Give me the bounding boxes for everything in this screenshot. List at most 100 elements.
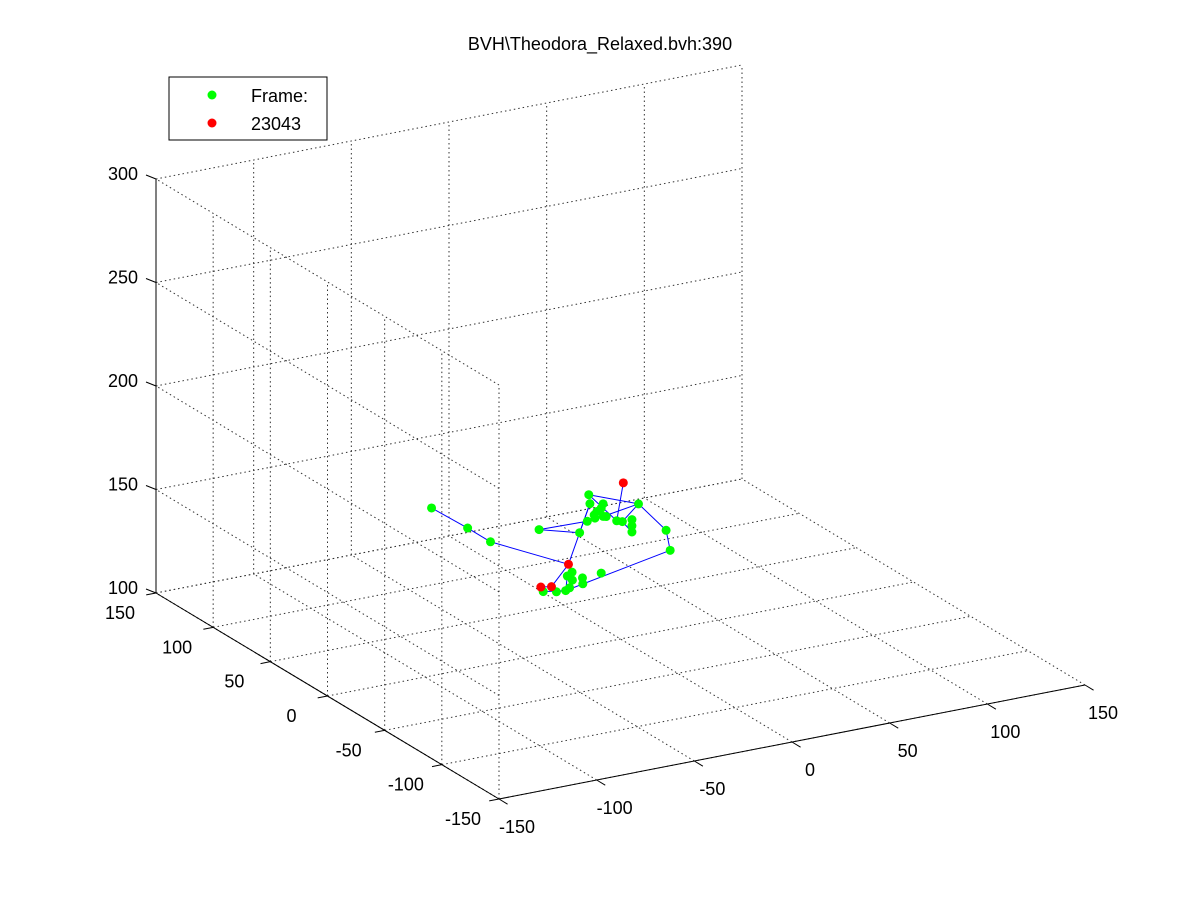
joint-point [582,516,592,526]
y-tick [146,592,157,596]
joint-point [577,573,587,583]
x-tick [889,722,899,729]
bone-segment [588,494,639,505]
joint-point [661,525,671,535]
gridline-floor-y [441,650,1028,766]
y-tick-label: -150 [445,809,481,829]
gridline-floor-x [741,478,1086,686]
joint-point [585,499,595,509]
gridline-backwall-z [155,168,743,283]
gridline-backwall-z [155,64,743,180]
legend-box [168,76,328,141]
joint-point [665,545,675,555]
x-tick [694,760,704,767]
y-tick-label: 50 [224,672,244,692]
y-tick [260,661,271,665]
gridline-floor-y [213,512,800,628]
axes [145,174,1094,805]
gridline-leftwall-z [155,282,500,489]
x-tick-label: 150 [1088,703,1118,723]
joint-point [565,583,575,593]
joint-point [485,537,495,547]
gridline-floor-y [384,615,971,731]
joint-point [534,525,544,535]
gridline-backwall-z [155,375,743,490]
x-tick-label: -150 [499,817,535,837]
legend: Frame: 23043 [168,76,328,141]
z-tick-label: 100 [108,578,138,598]
joint-point [627,515,637,525]
end-site-point [546,582,556,592]
y-tick-label: 150 [105,603,135,623]
joint-point [567,567,577,577]
bone-segment [616,482,624,521]
y-tick [489,798,500,802]
y-tick-label: 0 [286,706,296,726]
joint-point [427,503,437,513]
end-site-point [563,559,573,569]
chart-title: BVH\Theodora_Relaxed.bvh:390 [468,34,732,55]
end-site-point [618,478,628,488]
joint-point [463,523,473,533]
joint-point [584,490,594,500]
z-tick [145,381,157,387]
bone-segment [638,503,667,531]
x-tick [498,798,508,805]
z-tick-label: 250 [108,268,138,288]
x-tick [791,741,801,748]
y-tick-label: 100 [162,637,192,657]
joint-point [592,507,602,516]
x-tick-label: -100 [597,798,633,818]
z-tick-label: 200 [108,371,138,391]
x-tick [1084,684,1094,691]
joint-point [601,512,611,522]
bone-segment [551,563,569,587]
y-tick-label: -50 [336,740,362,760]
gridline-leftwall-z [155,178,500,386]
joint-point [627,521,637,531]
x-tick [596,779,606,786]
gridline-floor-y [270,547,857,663]
y-tick [203,626,214,630]
y-tick [317,695,328,699]
joint-point [575,528,585,538]
x-tick [987,703,997,710]
x-tick-label: 50 [898,741,918,761]
gridline-leftwall-z [155,489,500,696]
grid-lines [155,64,1086,800]
gridline-leftwall-z [155,385,500,593]
legend-marker-frame [207,90,217,100]
gridline-backwall-z [155,271,743,387]
joint-point [627,527,637,537]
x-tick-label: -50 [699,779,725,799]
skeleton-bones [431,482,671,593]
x-tick-label: 0 [805,760,815,780]
end-site-point [536,582,546,592]
gridline-floor-x [644,497,988,705]
joint-point [596,568,606,578]
bone-segment [539,529,580,534]
z-tick-label: 150 [108,475,138,495]
bone-segment [490,541,569,565]
y-tick-label: -100 [388,775,424,795]
joint-point [612,516,622,526]
joint-point [567,575,577,585]
z-tick [145,588,157,594]
z-tick [145,278,157,283]
y-tick [374,729,385,733]
z-tick-label: 300 [108,164,138,184]
gridline-floor-y [327,581,914,697]
joint-point [634,499,644,509]
z-tick [145,485,157,490]
tick-labels: -150 -100 -50 0 50 100 150 150 100 50 0 -50 -100 -150… [105,164,1118,837]
legend-marker-value [207,118,217,128]
y-tick [431,764,442,768]
bone-segment [431,507,468,529]
legend-label-value: 23043 [251,114,301,134]
legend-label-frame: Frame: [251,86,308,106]
joint-point [598,499,608,509]
x-tick-label: 100 [990,722,1020,742]
joint-markers [427,478,675,597]
gridline-floor-x [546,516,890,724]
